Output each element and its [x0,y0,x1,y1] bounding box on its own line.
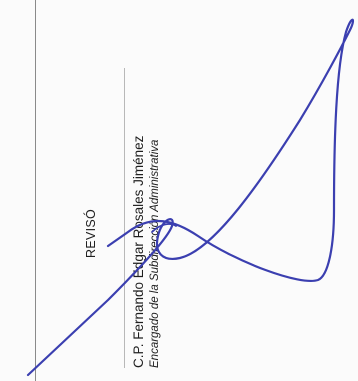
left-border-line [35,0,36,381]
signature-rule [124,68,125,368]
